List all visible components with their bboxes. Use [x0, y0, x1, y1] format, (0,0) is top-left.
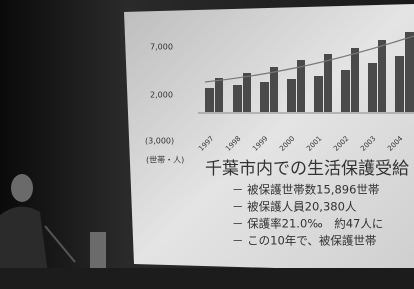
bullet: － この10年で、被保護世帯	[232, 234, 376, 248]
axis-label: (3,000)	[145, 137, 174, 146]
bullet: － 被保護人員20,380人	[232, 200, 357, 214]
bullet: － 保護率21.0‰ 約47人に	[232, 217, 383, 231]
slide-title: 千葉市内での生活保護受給	[205, 159, 409, 179]
photo: 7,000 2,000 (3,000) 1997 1998 1999 2000 …	[0, 0, 414, 289]
glass	[90, 232, 106, 270]
bullet: － 被保護世帯数15,896世帯	[232, 183, 379, 197]
axis-label: 2,000	[150, 91, 173, 100]
unit-label: (世帯・人)	[146, 155, 184, 165]
axis-label: 7,000	[150, 43, 173, 52]
stage	[0, 268, 414, 289]
page: 7,000 2,000 (3,000) 1997 1998 1999 2000 …	[0, 0, 414, 289]
